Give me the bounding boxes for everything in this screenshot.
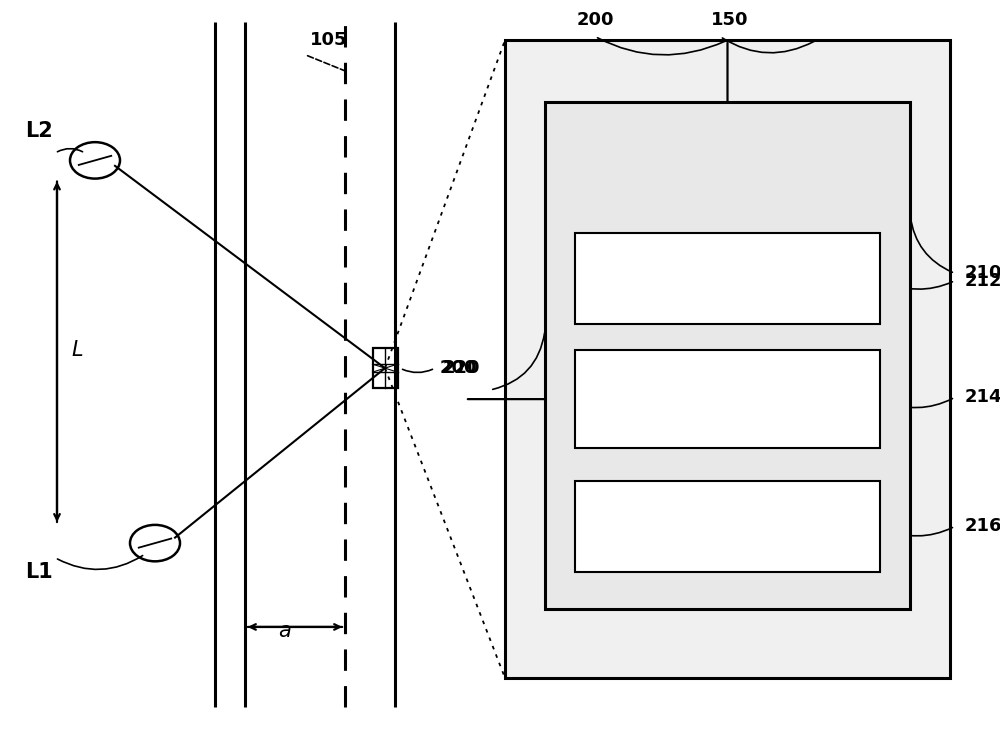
Text: a: a bbox=[279, 620, 291, 641]
Text: 220: 220 bbox=[442, 359, 480, 377]
Text: 216: 216 bbox=[965, 518, 1000, 535]
Bar bbox=[545, 102, 910, 609]
Text: L: L bbox=[71, 340, 83, 360]
Text: 105: 105 bbox=[310, 31, 348, 49]
Bar bbox=[505, 40, 950, 678]
Text: 200: 200 bbox=[440, 359, 478, 377]
Bar bbox=[575, 350, 880, 448]
Text: 214: 214 bbox=[965, 389, 1000, 406]
Text: 150: 150 bbox=[711, 11, 749, 29]
Text: 212: 212 bbox=[965, 272, 1000, 289]
Text: L2: L2 bbox=[25, 121, 53, 141]
Bar bbox=[575, 233, 880, 324]
Text: L1: L1 bbox=[25, 562, 53, 582]
Bar bbox=[575, 481, 880, 572]
Text: 210: 210 bbox=[965, 265, 1000, 282]
Text: 200: 200 bbox=[576, 11, 614, 29]
Bar bbox=[372, 348, 398, 388]
